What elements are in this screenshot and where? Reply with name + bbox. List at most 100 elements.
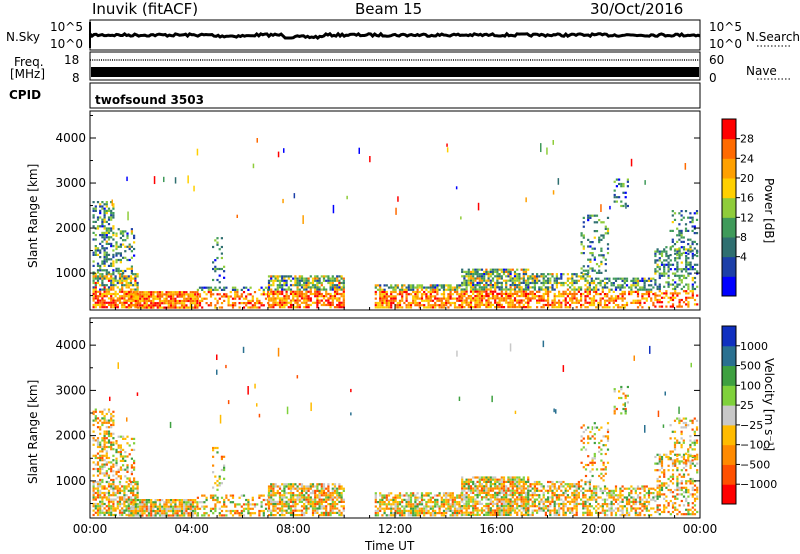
data-cell [145,510,148,513]
data-cell [338,286,341,289]
data-cell [274,485,277,488]
data-cell [270,509,273,512]
data-cell [604,232,607,235]
data-cell [322,494,326,497]
data-cell [453,507,457,510]
data-cell [660,296,664,299]
data-cell [127,489,130,492]
data-cell [660,261,664,264]
data-cell [461,511,464,514]
data-cell [289,514,293,517]
data-cell [621,306,624,309]
data-cell [114,303,117,307]
data-cell [191,293,195,296]
data-cell [663,285,666,288]
data-cell [427,512,430,515]
data-cell [305,507,308,510]
data-cell [385,498,388,501]
data-cell [533,277,536,280]
data-cell [141,514,144,517]
data-cell [267,288,271,291]
data-cell [174,514,177,517]
data-cell [487,505,490,508]
data-cell [564,299,567,302]
data-cell [285,290,288,293]
data-cell [427,304,430,307]
data-cell [112,478,115,482]
data-cell [270,284,273,287]
data-cell [152,306,155,309]
data-cell [174,293,177,296]
data-cell [336,288,339,291]
data-cell [92,454,95,457]
data-cell [147,507,151,510]
data-cell [412,503,415,506]
data-cell [465,281,468,284]
data-cell [101,412,104,416]
data-cell [285,279,288,282]
data-cell [322,279,326,282]
data-cell [342,277,345,280]
data-cell [118,295,122,298]
data-cell [103,507,106,510]
data-cell [483,485,486,488]
data-cell [270,485,273,488]
data-cell [161,299,164,303]
data-cell [189,499,192,502]
data-cell [509,288,512,291]
data-cell [118,502,122,506]
data-cell [180,499,184,502]
data-cell [394,501,397,504]
data-cell [595,271,599,274]
data-cell [130,470,133,473]
data-cell [165,505,168,508]
data-cell [491,513,495,516]
data-cell [107,483,111,486]
data-cell [587,219,590,222]
data-cell [438,507,441,510]
data-cell [130,514,133,517]
data-cell [529,286,532,289]
data-cell [256,503,259,506]
data-cell [283,301,286,304]
data-cell [680,279,683,282]
data-cell [636,288,640,291]
data-cell [494,496,497,499]
data-cell [240,302,243,305]
data-cell [96,426,100,429]
data-cell [379,304,382,307]
data-cell [325,299,328,302]
data-cell [276,511,279,514]
data-cell [476,509,479,512]
data-cell [136,505,140,508]
data-cell [115,267,118,270]
data-cell [472,284,475,287]
data-cell [178,293,181,296]
data-cell [374,494,377,497]
data-cell [145,507,148,510]
data-cell [247,501,250,504]
data-cell [507,489,510,492]
data-cell [300,494,304,497]
data-cell [445,297,448,300]
data-cell [126,466,129,469]
data-cell [487,292,490,295]
data-cell [595,221,599,224]
data-cell [498,299,501,302]
data-cell [338,297,341,300]
data-cell [143,297,146,300]
data-cell [485,288,488,291]
data-cell [300,487,304,490]
data-cell [325,507,328,510]
data-cell [320,303,323,307]
power-colorbar-tick-label: 16 [740,192,754,205]
data-cell [147,512,151,515]
data-cell [96,441,100,444]
data-cell [194,297,197,300]
data-cell [272,301,275,304]
data-cell [669,246,672,249]
data-cell [107,505,111,508]
data-cell [107,513,111,517]
data-cell [107,441,111,444]
data-cell [331,281,334,285]
